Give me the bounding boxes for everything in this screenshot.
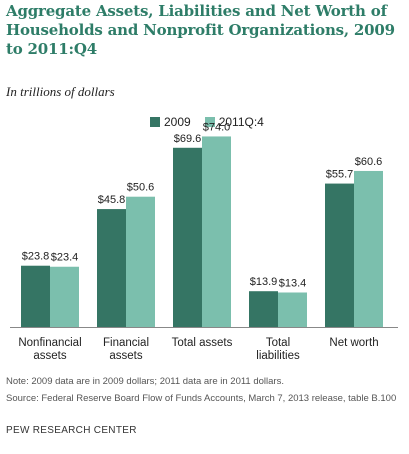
legend-label-2009: 2009 (164, 115, 191, 129)
brand-footer: PEW RESEARCH CENTER (6, 425, 137, 436)
data-label-total-assets-2011q4: $74.0 (203, 121, 231, 133)
legend-swatch-2009 (150, 117, 160, 127)
data-label-net-worth-2011q4: $60.6 (355, 156, 383, 168)
legend-swatch-2011q4 (204, 117, 215, 127)
data-label-financial-assets-2011q4: $50.6 (127, 182, 155, 194)
bar-financial-assets-2009 (97, 209, 126, 327)
data-label-net-worth-2009: $55.7 (326, 169, 354, 181)
category-label-nonfinancial-assets-line2: assets (33, 350, 66, 362)
legend-label-2011q4: 2011Q:4 (218, 115, 264, 129)
chart-source: Source: Federal Reserve Board Flow of Fu… (6, 393, 397, 404)
data-label-financial-assets-2009: $45.8 (98, 194, 126, 206)
data-label-nonfinancial-assets-2009: $23.8 (22, 251, 50, 263)
bar-total-liabilities-2009 (249, 291, 278, 327)
data-label-total-liabilities-2011q4: $13.4 (279, 277, 307, 289)
category-label-total-assets-line1: Total assets (172, 337, 233, 349)
legend: 2009 2011Q:4 (150, 115, 278, 129)
bar-net-worth-2011q4 (354, 170, 383, 327)
category-label-total-liabilities-line1: Total (266, 337, 290, 349)
bar-total-assets-2009 (173, 147, 202, 327)
bar-financial-assets-2011q4 (126, 196, 155, 327)
data-label-total-liabilities-2009: $13.9 (250, 276, 278, 288)
bar-nonfinancial-assets-2011q4 (50, 266, 79, 327)
bar-total-assets-2011q4 (202, 136, 231, 327)
bar-nonfinancial-assets-2009 (21, 265, 50, 327)
category-label-financial-assets-line1: Financial (103, 337, 149, 349)
data-label-total-assets-2009: $69.6 (174, 133, 202, 145)
legend-item-2009: 2009 (150, 115, 191, 129)
category-label-net-worth-line1: Net worth (329, 337, 378, 349)
data-label-nonfinancial-assets-2011q4: $23.4 (51, 252, 79, 264)
legend-item-2011q4: 2011Q:4 (204, 115, 264, 129)
bar-chart: $23.8 $23.4Nonfinancialassets$45.8$50.6Fi… (10, 121, 398, 362)
bar-net-worth-2009 (325, 183, 354, 327)
chart-subtitle: In trillions of dollars (6, 84, 115, 99)
bar-total-liabilities-2011q4 (278, 292, 307, 327)
chart-note: Note: 2009 data are in 2009 dollars; 201… (6, 376, 284, 387)
chart-title: Aggregate Assets, Liabilities and Net Wo… (6, 2, 395, 58)
category-label-nonfinancial-assets-line1: Nonfinancial (18, 337, 81, 349)
category-label-total-liabilities-line2: liabilities (256, 350, 300, 362)
category-label-financial-assets-line2: assets (109, 350, 142, 362)
